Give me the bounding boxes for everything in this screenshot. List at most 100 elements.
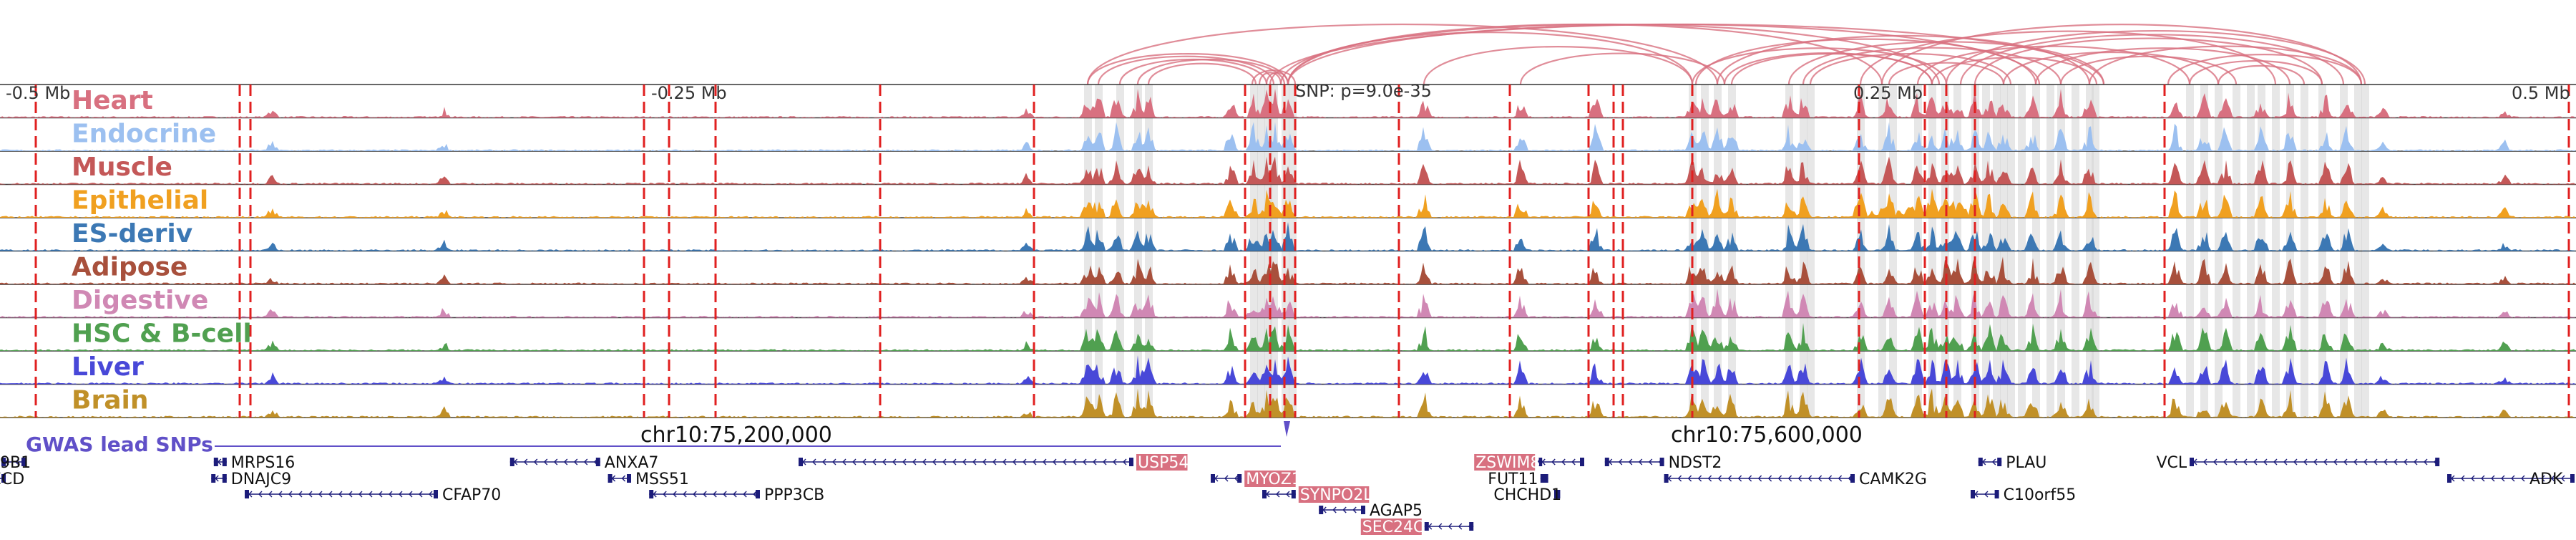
strand-arrow — [1103, 458, 1107, 466]
exon — [1580, 458, 1584, 466]
gene: ADK — [2447, 471, 2575, 488]
position-axis: -0.5 Mb -0.25 Mb 0.25 Mb 0.5 Mb SNP: p=9… — [6, 81, 2570, 103]
strand-arrow — [2424, 458, 2428, 466]
strand-arrow — [1757, 475, 1762, 482]
exon — [1319, 506, 1324, 514]
exon — [245, 490, 249, 498]
strand-arrow — [1727, 475, 1732, 482]
strand-arrow — [2481, 475, 2485, 482]
signal-track — [0, 256, 2576, 284]
strand-arrow — [1818, 475, 1823, 482]
strand-arrow — [683, 491, 687, 498]
strand-arrow — [1797, 475, 1802, 482]
exon — [1554, 490, 1558, 498]
strand-arrow — [1093, 458, 1097, 466]
strand-arrow — [2521, 475, 2525, 482]
strand-arrow — [1053, 458, 1057, 466]
loop-arc — [2088, 45, 2363, 85]
strand-arrow — [1677, 475, 1682, 482]
gene: AGAP5 — [1319, 502, 1423, 520]
strand-arrow — [348, 491, 353, 498]
gene-highlight — [1244, 471, 1296, 487]
gwas-snp-marker — [1284, 421, 1290, 437]
exon — [1262, 490, 1267, 498]
strand-arrow — [553, 458, 558, 466]
strand-arrow — [982, 458, 987, 466]
gene: PPP3CB — [649, 486, 824, 504]
strand-arrow — [2373, 458, 2378, 466]
gene: ECD — [0, 471, 24, 488]
strand-arrow — [2384, 458, 2388, 466]
chromatin-loop-arcs — [1086, 23, 2366, 85]
exon — [608, 474, 613, 483]
chrom-coordinate-label: chr10:75,200,000 — [640, 423, 832, 448]
tissue-tracks — [0, 84, 2576, 418]
strand-arrow — [812, 458, 816, 466]
gene-label: CAMK2G — [1859, 471, 1927, 488]
strand-arrow — [1033, 458, 1037, 466]
track-label: Liver — [72, 352, 144, 382]
strand-arrow — [1448, 523, 1453, 530]
strand-arrow — [1984, 491, 1989, 498]
chrom-coordinate-label: chr10:75,600,000 — [1671, 423, 1863, 448]
strand-arrow — [952, 458, 957, 466]
strand-arrow — [1628, 458, 1633, 466]
strand-arrow — [1023, 458, 1027, 466]
loop-arc — [1287, 32, 1694, 85]
gene-label: MYOZ1 — [1246, 471, 1302, 488]
loop-arc — [1730, 53, 1933, 85]
strand-arrow — [1618, 458, 1623, 466]
loop-arc — [1258, 72, 1282, 85]
loop-arc — [1716, 34, 2091, 85]
strand-arrow — [1787, 475, 1792, 482]
exon — [2435, 458, 2440, 466]
exon — [1664, 474, 1669, 483]
axis-tick-label: -0.25 Mb — [651, 83, 727, 103]
loop-arc — [1945, 30, 2366, 85]
strand-arrow — [389, 491, 393, 498]
gene: PLAU — [1978, 454, 2046, 472]
loop-arc — [2217, 64, 2306, 85]
strand-arrow — [1767, 475, 1772, 482]
gwas-row: GWAS lead SNPs chr10:75,200,000 chr10:75… — [26, 421, 1863, 456]
gene-label: SYNPO2L — [1300, 486, 1372, 504]
strand-arrow — [2253, 458, 2258, 466]
strand-arrow — [1747, 475, 1752, 482]
strand-arrow — [733, 491, 737, 498]
strand-arrow — [942, 458, 947, 466]
strand-arrow — [573, 458, 578, 466]
gene-label: SEC24C — [1362, 519, 1425, 536]
loop-arc — [1086, 53, 1289, 85]
gene-highlight — [1136, 454, 1188, 471]
track-adipose — [0, 256, 2576, 285]
loop-arc — [2167, 54, 2363, 85]
strand-arrow — [563, 458, 568, 466]
strand-arrow — [1838, 475, 1843, 482]
strand-arrow — [2333, 458, 2338, 466]
gene-label: MSS51 — [635, 471, 689, 488]
signal-track — [0, 156, 2576, 185]
exon — [434, 490, 438, 498]
signal-track — [0, 323, 2576, 351]
loop-arc — [2188, 60, 2323, 85]
strand-arrow — [1063, 458, 1067, 466]
gene-label: NDST2 — [1669, 454, 1722, 472]
track-endocrine — [0, 122, 2576, 152]
signal-track — [0, 289, 2576, 318]
loop-arc — [1916, 45, 2191, 85]
track-epithelial — [0, 188, 2576, 218]
gene: C10orf55 — [1971, 486, 2076, 504]
gene-highlight — [1360, 519, 1422, 535]
strand-arrow — [753, 491, 757, 498]
snp-pvalue-label: SNP: p=9.0e-35 — [1295, 81, 1432, 101]
exon — [222, 458, 227, 466]
track-label: Endocrine — [72, 120, 216, 149]
strand-arrow — [1438, 523, 1443, 530]
strand-arrow — [2213, 458, 2218, 466]
strand-arrow — [2541, 475, 2545, 482]
exon — [1540, 474, 1545, 483]
track-label: Heart — [72, 86, 153, 115]
strand-arrow — [2461, 475, 2465, 482]
strand-arrow — [2283, 458, 2288, 466]
loop-arc — [1723, 52, 1933, 85]
